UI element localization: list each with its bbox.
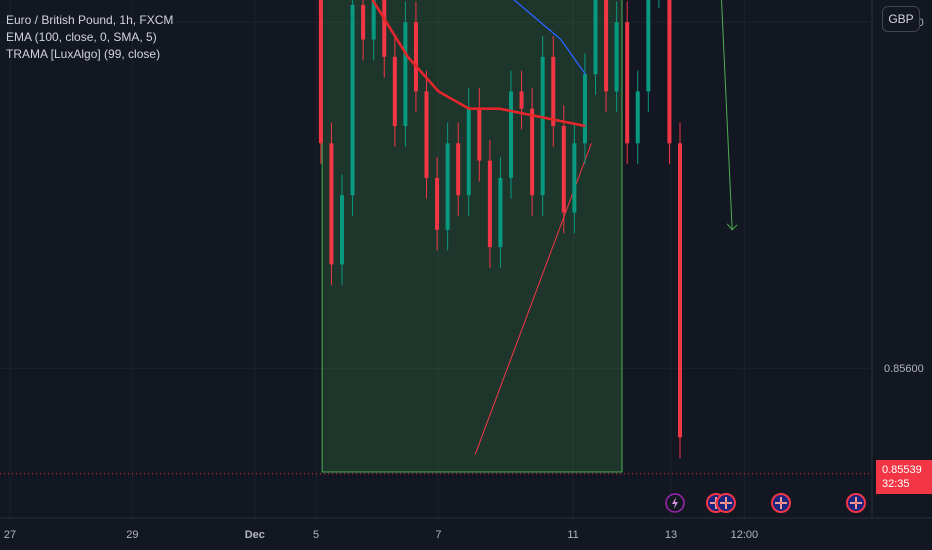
range-box (321, 0, 623, 473)
price-axis[interactable]: 0.856000.858000.860000.862000.864000.866… (871, 0, 924, 518)
candle-body (540, 56, 545, 196)
time-tick-label: 27 (4, 529, 16, 541)
time-tick-label: 12:00 (731, 529, 759, 541)
ema-legend[interactable]: EMA (100, close, 0, SMA, 5) (6, 30, 157, 44)
time-tick-label: Dec (245, 529, 265, 541)
candle-body (530, 108, 535, 196)
candle-body (477, 108, 482, 161)
candle-body (487, 160, 492, 248)
projection-arrowhead (726, 223, 738, 231)
price-tick-label: 0.85600 (884, 363, 924, 375)
trama-legend[interactable]: TRAMA [LuxAlgo] (99, close) (6, 47, 161, 61)
candle-body (572, 143, 577, 213)
candle-body (625, 22, 630, 144)
candle-body (371, 0, 376, 40)
time-tick-label: 5 (313, 529, 319, 541)
projection-arrow (720, 0, 733, 230)
chart-grid (0, 0, 872, 518)
candle-body (392, 56, 397, 126)
candle-body (413, 22, 418, 92)
candle-body (329, 143, 334, 265)
candle-body (340, 195, 344, 265)
candle-body (561, 126, 566, 213)
currency-button[interactable]: GBP (882, 6, 920, 32)
candle-body (318, 0, 323, 144)
candle-body (614, 22, 619, 92)
time-tick-label: 11 (567, 529, 578, 541)
candle-body (382, 0, 387, 57)
trend-line (474, 143, 592, 455)
candle-body (435, 177, 440, 230)
symbol-title[interactable]: Euro / British Pound, 1h, FXCM (6, 13, 174, 27)
candle-body (678, 143, 682, 438)
candle-body (361, 4, 366, 40)
candle-body (509, 91, 513, 178)
time-axis[interactable]: 27 29 Dec 5 7 11 13 12:00 (0, 517, 932, 541)
time-tick-label: 29 (126, 529, 138, 541)
candle-body (551, 56, 556, 126)
last-price-value: 0.85539 (882, 464, 922, 476)
last-price-badge: 0.85539 32:35 (876, 460, 932, 494)
ema-line (513, 0, 586, 75)
chart-legend: Euro / British Pound, 1h, FXCM EMA (100,… (6, 12, 173, 63)
candle-body (635, 91, 640, 144)
candle-body (582, 74, 587, 144)
event-markers[interactable] (665, 493, 866, 513)
candle-body (350, 4, 355, 196)
time-tick-label: 7 (435, 529, 441, 541)
candle-body (466, 108, 471, 196)
candle-body (456, 143, 461, 196)
trama-line (371, 0, 586, 128)
indicator-lines (371, 0, 586, 128)
candle-body (424, 91, 429, 178)
time-tick-label: 13 (665, 529, 677, 541)
candle-body (667, 0, 672, 144)
candle-body (498, 177, 503, 248)
candle-body (519, 91, 524, 109)
candle-body (593, 0, 598, 75)
lightning-icon-bolt (672, 497, 678, 509)
candle-body (646, 0, 651, 92)
candle-body (403, 22, 408, 127)
candle-body (445, 143, 450, 230)
chart-annotations (0, 0, 872, 475)
bar-countdown: 32:35 (882, 478, 910, 490)
candles (318, 0, 682, 459)
candle-body (604, 0, 609, 92)
